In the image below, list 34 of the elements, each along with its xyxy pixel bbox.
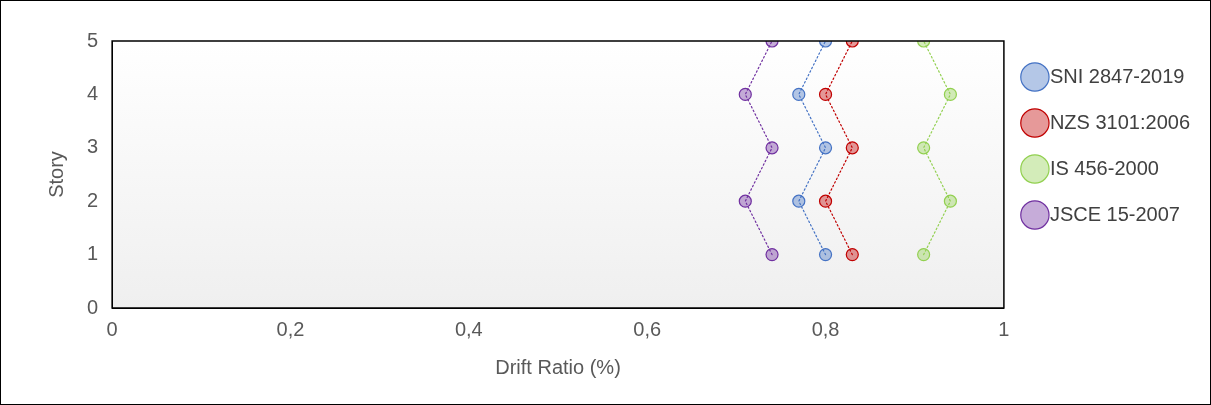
point (738, 87, 752, 101)
y-tick-label: 1 (87, 242, 99, 265)
x-tick-label: 0,8 (811, 317, 840, 340)
point (765, 248, 779, 262)
x-axis-title: Drift Ratio (%) (495, 355, 621, 378)
x-tick-label: 0 (106, 317, 118, 340)
point (738, 194, 752, 208)
legend-label: IS 456-2000 (1049, 156, 1159, 179)
point (818, 248, 833, 262)
y-tick-label: 5 (87, 28, 99, 51)
point (818, 194, 833, 208)
point (943, 87, 957, 101)
point (792, 194, 806, 208)
point (818, 141, 833, 155)
x-tick-label: 0,2 (276, 317, 305, 340)
point (792, 87, 806, 101)
y-tick-label: 4 (87, 81, 99, 104)
legend-label: JSCE 15-2007 (1049, 202, 1180, 225)
point (818, 87, 833, 101)
x-tick-label: 0,6 (633, 317, 662, 340)
legend-label: SNI 2847-2019 (1049, 64, 1185, 87)
point (917, 141, 931, 155)
y-tick-label: 2 (87, 188, 99, 211)
y-tick-label: 3 (87, 135, 99, 158)
point (943, 194, 957, 208)
point (765, 141, 779, 155)
point (845, 141, 859, 155)
y-tick-label: 0 (87, 295, 99, 318)
point (917, 248, 931, 262)
y-axis-title: Story (44, 151, 67, 198)
x-tick-label: 0,4 (454, 317, 483, 340)
point (845, 248, 859, 262)
legend-label: NZS 3101:2006 (1049, 110, 1191, 133)
x-tick-label: 1 (998, 317, 1010, 340)
